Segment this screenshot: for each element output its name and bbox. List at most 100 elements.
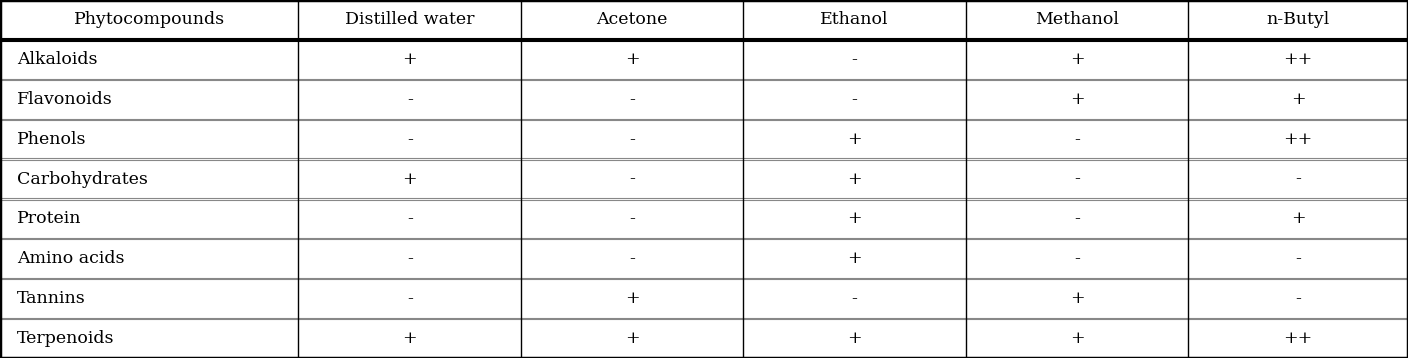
Text: -: - bbox=[852, 51, 857, 68]
Bar bbox=[0, 0, 298, 40]
Text: -: - bbox=[1074, 131, 1080, 148]
Bar bbox=[743, 318, 966, 358]
Text: -: - bbox=[629, 170, 635, 188]
Bar bbox=[521, 40, 743, 79]
Bar bbox=[298, 40, 521, 79]
Text: +: + bbox=[848, 330, 862, 347]
Text: +: + bbox=[403, 330, 417, 347]
Bar bbox=[521, 239, 743, 279]
Bar bbox=[298, 279, 521, 318]
Text: -: - bbox=[1074, 210, 1080, 227]
Text: n-Butyl: n-Butyl bbox=[1267, 11, 1329, 28]
Text: -: - bbox=[407, 210, 413, 227]
Bar bbox=[298, 119, 521, 159]
Text: ++: ++ bbox=[1284, 330, 1312, 347]
Bar bbox=[743, 239, 966, 279]
Bar bbox=[743, 0, 966, 40]
Bar bbox=[966, 79, 1188, 119]
Bar bbox=[743, 119, 966, 159]
Text: +: + bbox=[625, 330, 639, 347]
Text: +: + bbox=[848, 170, 862, 188]
Text: -: - bbox=[629, 131, 635, 148]
Text: -: - bbox=[1295, 170, 1301, 188]
Bar bbox=[298, 79, 521, 119]
Text: +: + bbox=[1070, 290, 1084, 307]
Bar bbox=[743, 40, 966, 79]
Text: Acetone: Acetone bbox=[597, 11, 667, 28]
Bar bbox=[966, 199, 1188, 239]
Bar bbox=[521, 159, 743, 199]
Text: Alkaloids: Alkaloids bbox=[17, 51, 97, 68]
Bar bbox=[0, 279, 298, 318]
Bar bbox=[966, 40, 1188, 79]
Bar bbox=[521, 318, 743, 358]
Text: Protein: Protein bbox=[17, 210, 82, 227]
Bar bbox=[0, 159, 298, 199]
Bar bbox=[0, 40, 298, 79]
Bar bbox=[1188, 119, 1408, 159]
Bar bbox=[966, 119, 1188, 159]
Bar bbox=[1188, 79, 1408, 119]
Text: +: + bbox=[1291, 91, 1305, 108]
Text: +: + bbox=[848, 210, 862, 227]
Bar bbox=[1188, 279, 1408, 318]
Text: -: - bbox=[407, 131, 413, 148]
Text: -: - bbox=[407, 91, 413, 108]
Bar bbox=[966, 159, 1188, 199]
Text: -: - bbox=[629, 210, 635, 227]
Bar bbox=[1188, 239, 1408, 279]
Text: -: - bbox=[1074, 170, 1080, 188]
Text: Carbohydrates: Carbohydrates bbox=[17, 170, 148, 188]
Bar bbox=[298, 199, 521, 239]
Text: -: - bbox=[852, 91, 857, 108]
Text: +: + bbox=[1291, 210, 1305, 227]
Bar bbox=[1188, 318, 1408, 358]
Text: +: + bbox=[625, 51, 639, 68]
Text: +: + bbox=[848, 250, 862, 267]
Bar bbox=[0, 119, 298, 159]
Text: +: + bbox=[625, 290, 639, 307]
Bar bbox=[966, 318, 1188, 358]
Text: Flavonoids: Flavonoids bbox=[17, 91, 113, 108]
Bar bbox=[1188, 159, 1408, 199]
Bar bbox=[1188, 40, 1408, 79]
Text: -: - bbox=[1295, 290, 1301, 307]
Text: +: + bbox=[1070, 51, 1084, 68]
Text: +: + bbox=[403, 51, 417, 68]
Text: Distilled water: Distilled water bbox=[345, 11, 474, 28]
Bar bbox=[743, 199, 966, 239]
Text: -: - bbox=[852, 290, 857, 307]
Text: -: - bbox=[1074, 250, 1080, 267]
Text: +: + bbox=[848, 131, 862, 148]
Bar bbox=[521, 119, 743, 159]
Bar bbox=[743, 279, 966, 318]
Bar bbox=[521, 79, 743, 119]
Bar bbox=[1188, 0, 1408, 40]
Bar bbox=[743, 159, 966, 199]
Bar bbox=[0, 318, 298, 358]
Bar bbox=[298, 239, 521, 279]
Text: Methanol: Methanol bbox=[1035, 11, 1119, 28]
Text: ++: ++ bbox=[1284, 131, 1312, 148]
Text: ++: ++ bbox=[1284, 51, 1312, 68]
Bar bbox=[743, 79, 966, 119]
Bar bbox=[521, 0, 743, 40]
Bar bbox=[0, 79, 298, 119]
Text: -: - bbox=[629, 250, 635, 267]
Bar bbox=[966, 0, 1188, 40]
Bar bbox=[521, 199, 743, 239]
Bar bbox=[521, 279, 743, 318]
Text: +: + bbox=[1070, 330, 1084, 347]
Text: Phytocompounds: Phytocompounds bbox=[73, 11, 225, 28]
Text: -: - bbox=[407, 250, 413, 267]
Text: -: - bbox=[629, 91, 635, 108]
Text: -: - bbox=[407, 290, 413, 307]
Text: -: - bbox=[1295, 250, 1301, 267]
Bar bbox=[298, 159, 521, 199]
Bar bbox=[298, 0, 521, 40]
Bar bbox=[298, 318, 521, 358]
Bar bbox=[0, 199, 298, 239]
Bar bbox=[0, 239, 298, 279]
Bar bbox=[966, 239, 1188, 279]
Text: Phenols: Phenols bbox=[17, 131, 86, 148]
